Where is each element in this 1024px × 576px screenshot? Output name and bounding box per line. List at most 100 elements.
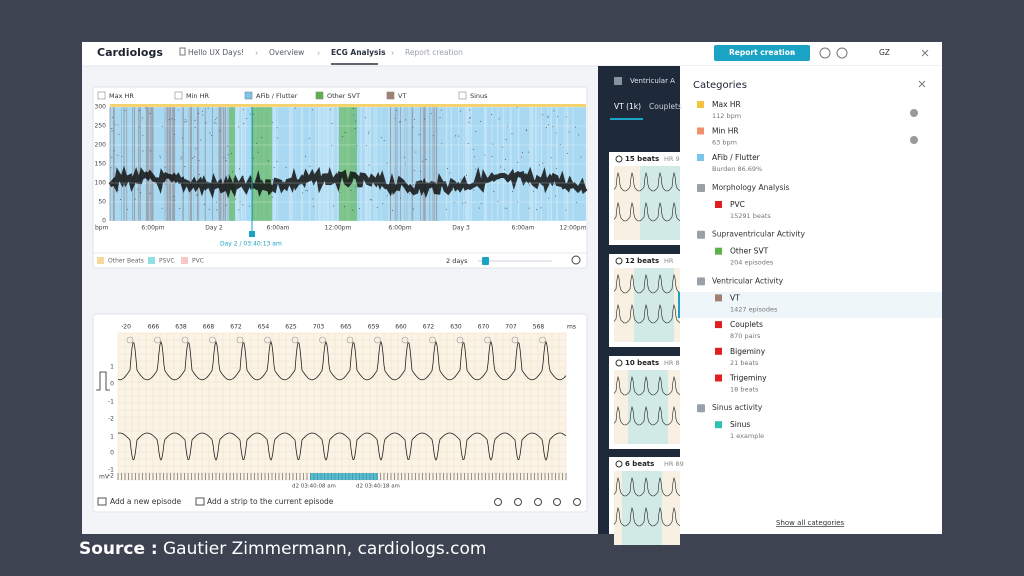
hr-dot — [211, 135, 212, 137]
hr-dot — [195, 148, 197, 150]
hr-dot — [132, 186, 133, 188]
category-swatch[interactable] — [715, 347, 722, 355]
legend-box[interactable] — [174, 91, 183, 100]
tool-icon[interactable] — [553, 498, 561, 506]
hr: HR 9 — [664, 155, 680, 163]
hr-dot — [111, 128, 113, 129]
hr-dot — [476, 185, 478, 187]
time-label: d2 03:40:18 am — [356, 484, 400, 490]
group-icon — [697, 404, 705, 413]
group-name: Morphology Analysis — [712, 183, 789, 192]
category-swatch[interactable] — [715, 421, 722, 429]
hr-dot — [139, 110, 141, 112]
hr-dot — [132, 176, 134, 178]
hr-dot — [542, 162, 544, 164]
action[interactable]: Add a strip to the current episode — [207, 497, 334, 506]
report-button[interactable] — [714, 45, 810, 61]
tool-icon[interactable] — [514, 498, 522, 506]
hr-dot — [473, 189, 475, 191]
help-icon[interactable] — [836, 47, 848, 59]
tab[interactable]: VT (1k) — [614, 102, 641, 111]
hr-dot — [413, 208, 414, 210]
hr-dot — [469, 116, 471, 118]
toggle-icon[interactable] — [910, 136, 918, 144]
hr-dot — [238, 209, 240, 211]
hr-dot — [256, 142, 257, 144]
time-label: d2 03:40:08 am — [292, 484, 336, 490]
hr-dot — [430, 113, 432, 115]
cursor-handle[interactable] — [249, 231, 255, 237]
hr-dot — [399, 121, 401, 123]
hr-dot — [364, 177, 366, 179]
zoom-label: 2 days — [446, 257, 468, 265]
hr-dot — [215, 122, 217, 124]
hr-dot — [530, 177, 532, 179]
category-swatch[interactable] — [697, 154, 704, 161]
hr-dot — [312, 198, 314, 200]
show-all[interactable]: Show all categories — [776, 519, 845, 527]
hr-dot — [198, 160, 200, 161]
category-swatch[interactable] — [715, 247, 722, 255]
hr-dot — [409, 193, 410, 195]
tool-icon[interactable] — [494, 498, 502, 506]
hr-dot — [329, 109, 331, 110]
hr-dot — [276, 161, 278, 163]
group-icon — [697, 184, 705, 192]
zoom-icon[interactable] — [571, 255, 581, 265]
category-swatch[interactable] — [715, 321, 722, 329]
hr-dot — [155, 183, 157, 185]
category-swatch[interactable] — [715, 294, 722, 302]
tool-icon[interactable] — [573, 498, 581, 506]
hr-dot — [553, 110, 555, 112]
hr-dot — [161, 187, 163, 189]
category-swatch[interactable] — [715, 374, 722, 382]
y-unit: mV — [99, 474, 110, 481]
hr-dot — [184, 166, 186, 167]
hr-dot — [570, 177, 572, 179]
hr-dot — [186, 120, 188, 122]
category-swatch[interactable] — [715, 201, 722, 208]
hr-dot — [505, 139, 507, 140]
action[interactable]: Add a new episode — [110, 497, 181, 506]
rr-label: 707 — [505, 324, 517, 331]
breadcrumb: ECG Analysis — [331, 48, 386, 57]
card-highlight — [628, 370, 668, 444]
legend-box[interactable] — [458, 91, 467, 100]
hr-dot — [414, 187, 416, 189]
alert-icon[interactable] — [819, 47, 831, 59]
zoom-thumb[interactable] — [482, 257, 489, 265]
close-icon[interactable] — [921, 49, 929, 57]
cursor-label: Day 2 / 03:40:13 am — [220, 241, 282, 248]
close-icon[interactable] — [918, 80, 926, 88]
tool-icon[interactable] — [534, 498, 542, 506]
hr-dot — [538, 164, 540, 166]
hr-dot — [249, 205, 250, 207]
toggle-icon[interactable] — [910, 109, 918, 117]
hr-dot — [461, 202, 463, 204]
tab[interactable]: Couplets — [649, 102, 682, 111]
category-swatch[interactable] — [697, 101, 704, 108]
chevron: › — [317, 49, 320, 58]
legend-box[interactable] — [244, 91, 253, 100]
y-tick-label: 100 — [95, 180, 107, 187]
hr-dot — [211, 190, 212, 191]
legend-box[interactable] — [315, 91, 324, 100]
hr-dot — [121, 155, 123, 157]
chevron: › — [255, 49, 258, 58]
hr-dot — [386, 195, 388, 197]
hr-dot — [525, 130, 527, 132]
legend-box[interactable] — [97, 91, 106, 100]
legend-box[interactable] — [386, 91, 395, 100]
hr-dot — [141, 117, 143, 119]
hr-dot — [553, 176, 555, 177]
beat-marker — [539, 336, 546, 344]
hr-dot — [195, 194, 197, 196]
hr-dot — [225, 160, 227, 162]
hr-dot — [219, 130, 221, 132]
legend-label: Other SVT — [327, 92, 360, 100]
card-ecg — [613, 303, 681, 324]
category-swatch[interactable] — [697, 127, 704, 135]
rr-label: 660 — [395, 324, 407, 331]
hr-dot — [309, 165, 311, 167]
group-icon — [697, 277, 705, 286]
